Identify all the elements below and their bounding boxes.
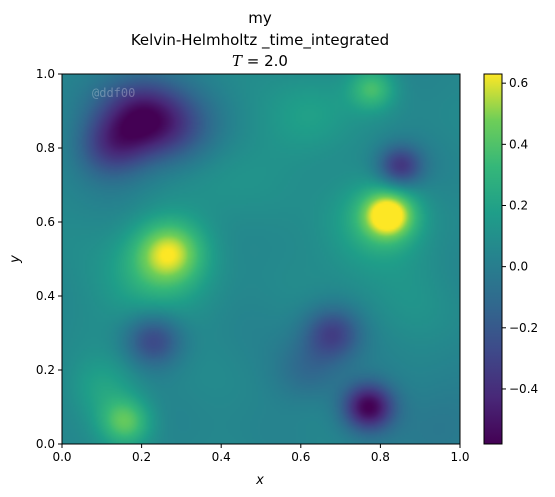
colorbar-frame [483,73,503,445]
x-tick-label: 0.0 [52,450,71,464]
colorbar-ticks: 0.6 0.4 0.2 0.0 −0.2 −0.4 [502,76,538,396]
plot-area: @ddf00 [61,73,461,445]
colorbar-tick-label: 0.4 [509,137,528,151]
x-tick-label: 1.0 [450,450,469,464]
y-tick-label: 0.6 [36,215,55,229]
plot-frame [61,73,461,445]
colorbar-tick-label: 0.6 [509,76,528,90]
colorbar-tick-label: −0.2 [509,321,538,335]
watermark: @ddf00 [92,86,135,100]
time-value: = 2.0 [242,52,288,70]
colorbar-tick-label: −0.4 [509,382,538,396]
colorbar-tick-label: 0.0 [509,260,528,274]
chart-title-time: T = 2.0 [232,52,288,70]
chart-title-line-2: Kelvin-Helmholtz _time_integrated [131,31,389,50]
colorbar-tick-label: 0.2 [509,198,528,212]
heatmap-image [62,74,460,444]
y-tick-label: 0.2 [36,363,55,377]
x-tick-label: 0.4 [212,450,231,464]
y-tick-label: 1.0 [36,67,55,81]
x-axis: 0.0 0.2 0.4 0.6 0.8 1.0 [52,444,470,464]
time-symbol: T [232,52,243,70]
chart-title-line-1: my [248,9,272,27]
y-tick-label: 0.0 [36,437,55,451]
colorbar-gradient [484,74,502,444]
y-tick-label: 0.4 [36,289,55,303]
x-axis-label: x [255,473,264,488]
colorbar: 0.6 0.4 0.2 0.0 −0.2 −0.4 [483,73,538,445]
x-tick-label: 0.6 [291,450,310,464]
y-axis-label: y [8,255,23,264]
y-axis: 0.0 0.2 0.4 0.6 0.8 1.0 [36,67,62,451]
x-tick-label: 0.2 [132,450,151,464]
x-tick-label: 0.8 [371,450,390,464]
y-tick-label: 0.8 [36,141,55,155]
